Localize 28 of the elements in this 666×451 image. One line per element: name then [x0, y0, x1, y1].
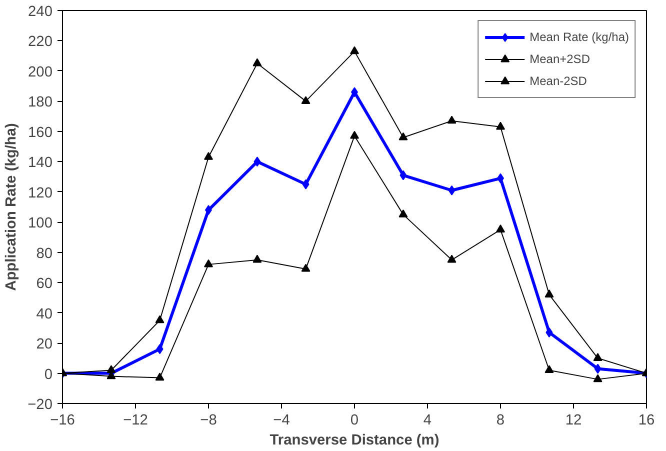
legend-label: Mean Rate (kg/ha)	[530, 30, 629, 44]
x-tick-label: −12	[123, 412, 148, 428]
x-tick-label: −8	[200, 412, 217, 428]
y-tick-label: 0	[44, 366, 53, 383]
y-tick-label: 160	[28, 124, 53, 141]
x-tick-label: 8	[496, 412, 505, 428]
y-tick-label: 120	[28, 185, 53, 202]
y-tick-label: 200	[28, 64, 53, 80]
y-tick-label: 140	[28, 155, 53, 172]
y-tick-label: −20	[28, 397, 53, 413]
y-tick-label: 240	[28, 4, 53, 20]
x-tick-label: 0	[350, 412, 359, 428]
legend-label: Mean-2SD	[530, 74, 587, 88]
y-tick-label: 180	[28, 94, 53, 111]
x-tick-label: 12	[565, 412, 582, 428]
x-tick-label: 4	[423, 412, 432, 428]
x-tick-label: −4	[273, 412, 290, 428]
x-tick-label: 16	[638, 412, 655, 428]
legend-label: Mean+2SD	[530, 52, 590, 66]
x-axis-title: Transverse Distance (m)	[270, 432, 440, 448]
y-tick-label: 100	[28, 216, 53, 232]
y-tick-label: 220	[28, 34, 53, 50]
y-tick-label: 40	[36, 306, 53, 322]
y-axis-title: Application Rate (kg/ha)	[4, 123, 20, 291]
y-tick-label: 20	[36, 336, 53, 353]
y-tick-label: 80	[36, 246, 53, 262]
x-tick-label: −16	[50, 412, 75, 428]
y-tick-label: 60	[36, 276, 53, 292]
